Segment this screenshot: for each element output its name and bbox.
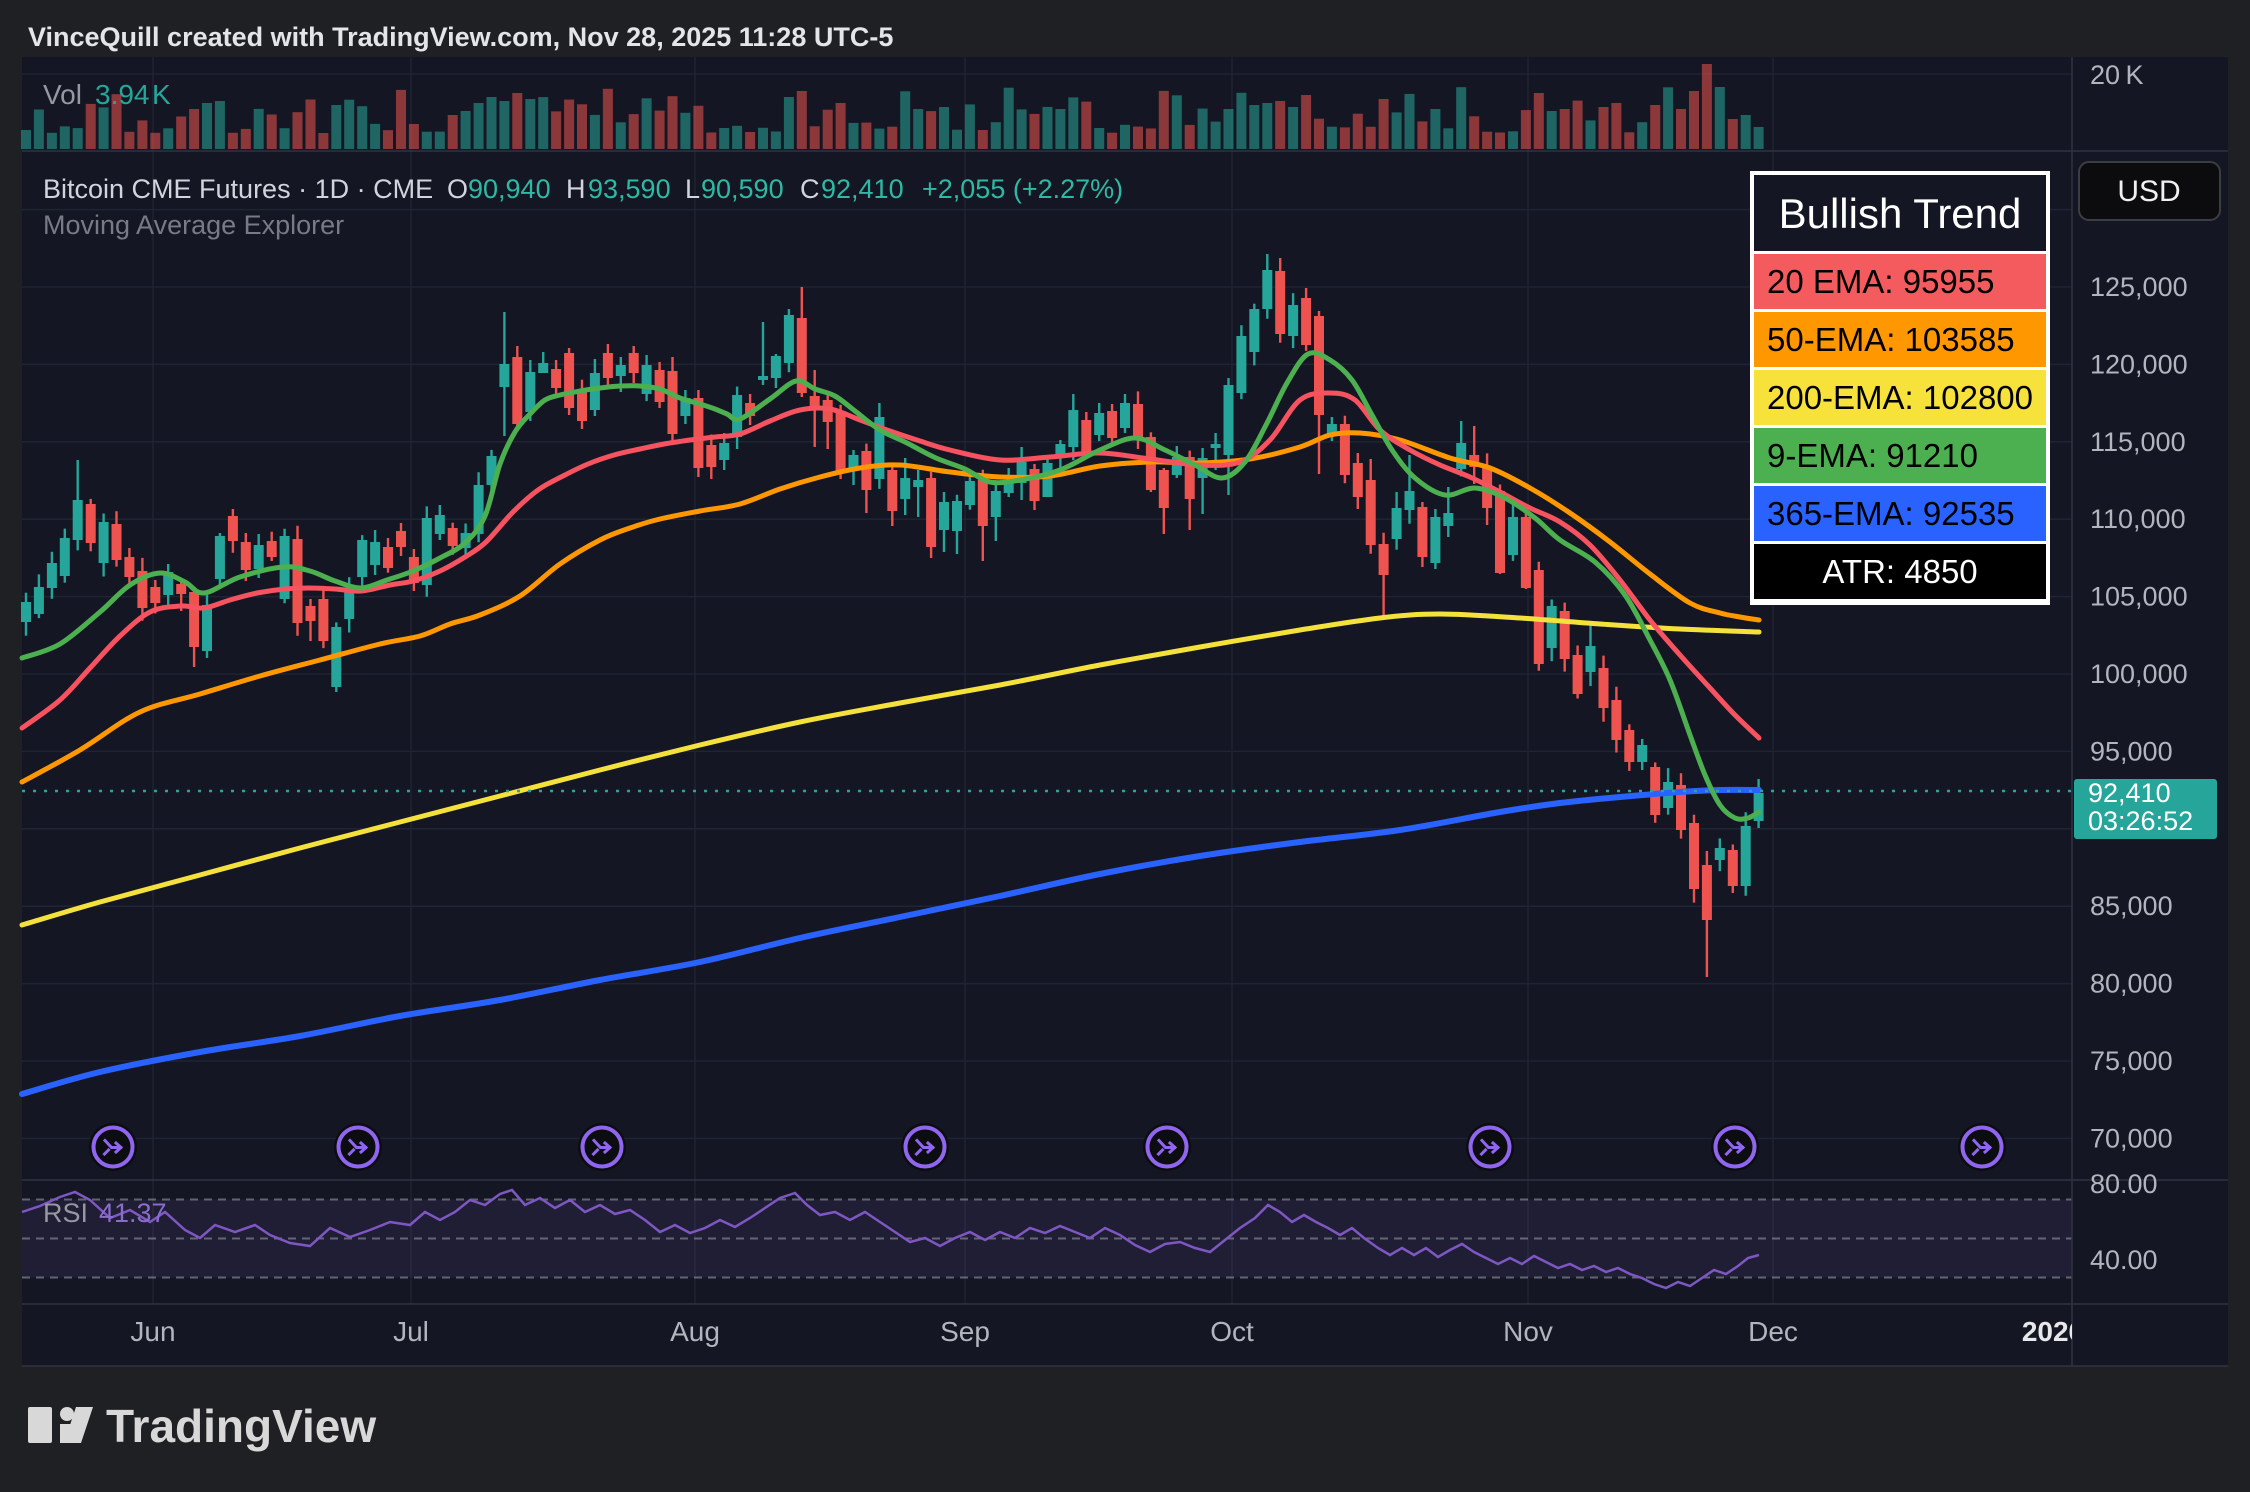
- svg-text:20 K: 20 K: [2090, 60, 2143, 90]
- svg-text:20 EMA: 95955: 20 EMA: 95955: [1767, 263, 1995, 300]
- svg-text:40.00: 40.00: [2090, 1245, 2158, 1275]
- svg-text:Jun: Jun: [130, 1316, 175, 1347]
- svg-text:200-EMA: 102800: 200-EMA: 102800: [1767, 379, 2033, 416]
- svg-text:80.00: 80.00: [2090, 1169, 2158, 1199]
- svg-text:Bullish Trend: Bullish Trend: [1779, 190, 2022, 237]
- svg-text:125,000: 125,000: [2090, 272, 2188, 302]
- svg-text:92,410: 92,410: [2088, 778, 2171, 808]
- svg-text:Nov: Nov: [1503, 1316, 1553, 1347]
- svg-text:L: L: [685, 174, 700, 204]
- svg-text:USD: USD: [2117, 175, 2180, 208]
- svg-text:O: O: [447, 174, 468, 204]
- svg-text:80,000: 80,000: [2090, 969, 2173, 999]
- svg-text:75,000: 75,000: [2090, 1046, 2173, 1076]
- svg-text:90,590: 90,590: [701, 174, 784, 204]
- svg-text:Sep: Sep: [940, 1316, 990, 1347]
- svg-text:H: H: [566, 174, 586, 204]
- svg-text:+2,055 (+2.27%): +2,055 (+2.27%): [922, 174, 1123, 204]
- svg-text:110,000: 110,000: [2090, 504, 2186, 534]
- svg-text:Aug: Aug: [670, 1316, 720, 1347]
- svg-text:365-EMA: 92535: 365-EMA: 92535: [1767, 495, 2015, 532]
- svg-text:Vol: Vol: [43, 79, 82, 110]
- svg-text:Dec: Dec: [1748, 1316, 1798, 1347]
- svg-text:03:26:52: 03:26:52: [2088, 806, 2193, 836]
- svg-text:Moving Average Explorer: Moving Average Explorer: [43, 210, 344, 240]
- svg-text:70,000: 70,000: [2090, 1123, 2173, 1153]
- svg-text:92,410: 92,410: [821, 174, 904, 204]
- svg-text:95,000: 95,000: [2090, 736, 2173, 766]
- svg-text:120,000: 120,000: [2090, 349, 2188, 379]
- svg-text:Bitcoin CME Futures · 1D · CME: Bitcoin CME Futures · 1D · CME: [43, 174, 433, 204]
- svg-text:VinceQuill created with Tradin: VinceQuill created with TradingView.com,…: [28, 22, 893, 52]
- svg-text:TradingView: TradingView: [106, 1400, 376, 1452]
- svg-text:85,000: 85,000: [2090, 891, 2173, 921]
- svg-text:90,940: 90,940: [468, 174, 551, 204]
- svg-text:C: C: [800, 174, 820, 204]
- svg-text:93,590: 93,590: [588, 174, 671, 204]
- svg-text:K: K: [152, 79, 171, 110]
- svg-text:Jul: Jul: [393, 1316, 429, 1347]
- svg-text:50-EMA: 103585: 50-EMA: 103585: [1767, 321, 2015, 358]
- svg-text:ATR: 4850: ATR: 4850: [1822, 553, 1977, 590]
- svg-text:3.94: 3.94: [95, 79, 150, 110]
- svg-text:Oct: Oct: [1210, 1316, 1254, 1347]
- svg-text:115,000: 115,000: [2090, 427, 2186, 457]
- svg-text:100,000: 100,000: [2090, 659, 2188, 689]
- svg-text:105,000: 105,000: [2090, 582, 2188, 612]
- svg-text:2026: 2026: [2022, 1316, 2084, 1347]
- svg-text:RSI: RSI: [43, 1198, 88, 1228]
- svg-text:9-EMA: 91210: 9-EMA: 91210: [1767, 437, 1978, 474]
- svg-text:41.37: 41.37: [99, 1198, 167, 1228]
